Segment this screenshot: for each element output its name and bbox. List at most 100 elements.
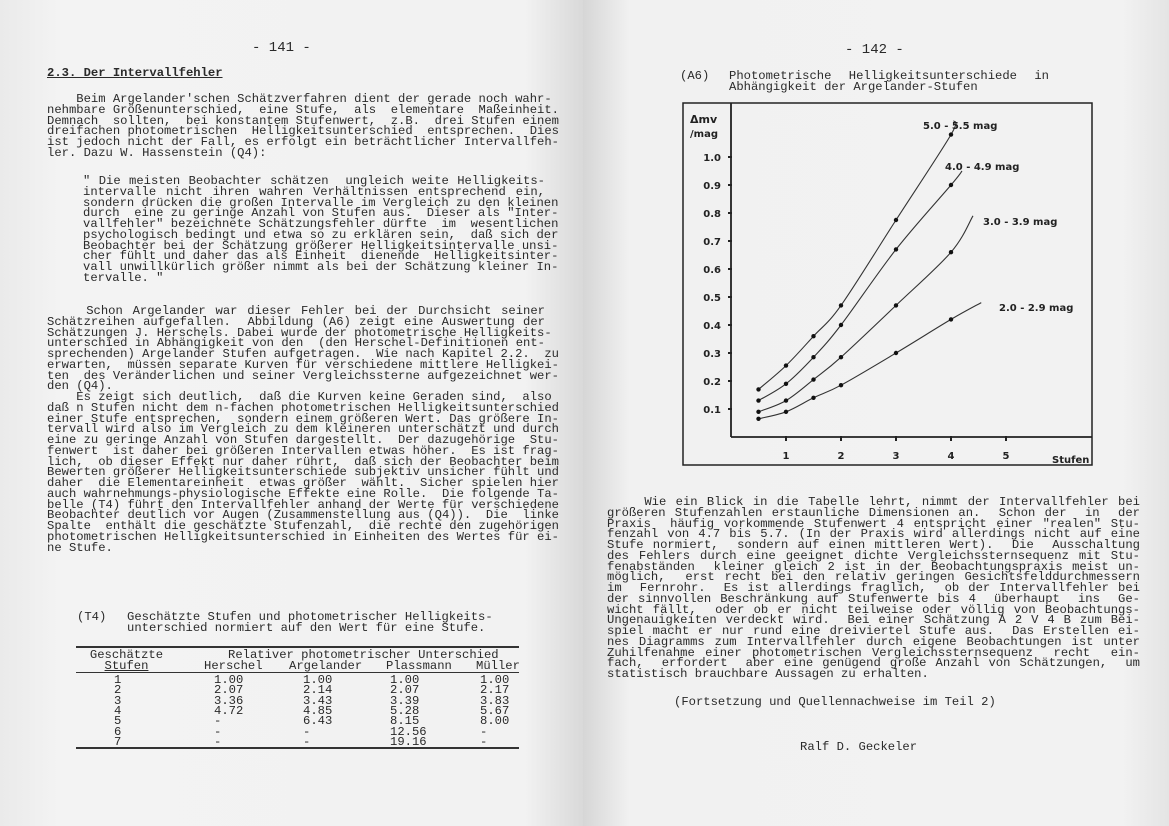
paragraph: Beim Argelander'schen Schätzverfahren di… bbox=[47, 92, 559, 160]
group-header: Relativer photometrischer Unterschied bbox=[228, 648, 499, 662]
table-cell: 1.00 bbox=[480, 673, 510, 687]
table-cell: 2.14 bbox=[303, 683, 333, 698]
left-page: - 141 - 2.3. Der Intervallfehler Beim Ar… bbox=[0, 0, 583, 826]
text-line: ler. Dazu W. Hassenstein (Q4): bbox=[47, 145, 267, 160]
data-point bbox=[811, 377, 816, 382]
text-line: Geschätzte Stufen und photometrischer He… bbox=[127, 610, 493, 624]
table-cell: - bbox=[303, 724, 311, 739]
series-label: 4.0 - 4.9 mag bbox=[945, 162, 1019, 173]
table-cell: 19.16 bbox=[390, 734, 427, 749]
text-line: auch wahrnehmungs-physiologische Effekte… bbox=[47, 486, 559, 501]
series-label: 5.0 - 5.5 mag bbox=[923, 121, 997, 132]
text-line: möglich, erst recht bei den relativ geri… bbox=[607, 570, 1140, 585]
data-point bbox=[783, 409, 789, 414]
text-line: daß n Stufen nicht dem n-fachen photomet… bbox=[47, 400, 559, 415]
text-line: tervalle. " bbox=[83, 270, 164, 285]
x-tick-label: 5 bbox=[1003, 451, 1010, 462]
table-cell: 6.43 bbox=[303, 714, 333, 729]
table-cell: 3.36 bbox=[214, 693, 244, 708]
table-cell: 12.56 bbox=[390, 724, 427, 739]
x-tick-label: 2 bbox=[838, 451, 845, 462]
data-point bbox=[811, 334, 816, 339]
text-line: den (Q4). bbox=[47, 379, 113, 394]
table-cell: 5.28 bbox=[390, 703, 420, 718]
text-line: ist jedoch nicht der Fall, es erfolgt ei… bbox=[47, 135, 559, 149]
data-point bbox=[948, 317, 954, 322]
text-line: Wie ein Blick in die Tabelle lehrt, nimm… bbox=[607, 495, 1140, 509]
x-tick-label: 3 bbox=[893, 451, 900, 462]
paragraph: Wie ein Blick in die Tabelle lehrt, nimm… bbox=[607, 495, 1140, 681]
table-cell: 1.00 bbox=[390, 673, 420, 687]
table-body: 1 1.00 1.00 1.00 1.00 2 2.07 2.14 2.07 2.17 3 3.36 3… bbox=[76, 673, 519, 749]
y-tick-label: 0.2 bbox=[703, 377, 721, 388]
table-caption: Geschätzte Stufen und photometrischer He… bbox=[127, 610, 493, 635]
text-line: fenwert ist daher bei größeren Intervall… bbox=[47, 443, 559, 458]
data-point bbox=[893, 350, 899, 356]
table-cell: 5.67 bbox=[480, 703, 510, 718]
text-line: nehmbare Größenunterschied, eine Stufe, … bbox=[47, 102, 559, 117]
text-line: dreifachen photometrischen Helligkeitsun… bbox=[47, 124, 559, 139]
table-cell: 8.15 bbox=[390, 714, 420, 729]
col-header: Argelander bbox=[289, 659, 363, 673]
text-line: belle (T4) führt den Intervallfehler anh… bbox=[47, 497, 559, 512]
text-line: Beim Argelander'schen Schätzverfahren di… bbox=[47, 92, 552, 106]
y-tick-label: 0.8 bbox=[703, 209, 721, 220]
y-axis-label: Δmv bbox=[690, 113, 718, 126]
y-axis-unit: /mag bbox=[690, 129, 718, 140]
table-cell: 2.07 bbox=[390, 683, 420, 698]
text-line: sondern drücken die großen Intervalle im… bbox=[83, 195, 559, 210]
cell-stufen: 6 bbox=[114, 724, 122, 739]
series-label: 3.0 - 3.9 mag bbox=[983, 217, 1057, 228]
text-line: des Fehlers durch eine geeignet dichte V… bbox=[607, 548, 1140, 563]
page-number: - 142 - bbox=[845, 42, 904, 58]
data-point bbox=[811, 355, 816, 360]
right-page: - 142 - (A6) Photometrische Helligkeitsu… bbox=[583, 0, 1169, 826]
text-line: tervall wird also im Vergleich zu dem kl… bbox=[47, 422, 559, 437]
data-point bbox=[893, 247, 899, 252]
y-tick-label: 0.1 bbox=[703, 405, 721, 416]
table-cell: - bbox=[214, 724, 222, 739]
y-tick-label: 1.0 bbox=[703, 153, 721, 164]
data-point bbox=[838, 355, 844, 360]
table-cell: 3.83 bbox=[480, 693, 510, 708]
cell-stufen: 7 bbox=[114, 734, 122, 749]
text-line: der sinnvollen Beschränkung auf Stufenwe… bbox=[607, 591, 1140, 606]
table-cell: 3.39 bbox=[390, 693, 420, 708]
table-cell: 1.00 bbox=[303, 673, 333, 687]
col-header-stufen: Geschätzte Stufen bbox=[84, 648, 169, 671]
text-line: im Fernrohr. Es ist allerdings fraglich,… bbox=[607, 581, 1140, 595]
text-line: Beobachter bei der Schätzung größerer He… bbox=[83, 238, 559, 253]
data-point bbox=[783, 381, 789, 386]
text-line: Schätzungen J. Herschels. Dabei wurde de… bbox=[47, 325, 552, 340]
text-line: Praxis häufig vorkommende Stufenwert 4 e… bbox=[607, 516, 1140, 531]
col-header: Plassmann bbox=[386, 659, 452, 673]
table-cell: 2.07 bbox=[214, 683, 244, 698]
table-cell: 8.00 bbox=[480, 714, 510, 729]
author: Ralf D. Geckeler bbox=[800, 740, 918, 754]
series-line bbox=[758, 170, 963, 402]
data-point bbox=[756, 416, 761, 421]
text-line: größeren Stufenzahlen erstaunliche Dimen… bbox=[607, 505, 1140, 520]
paragraph: Es zeigt sich deutlich, daß die Kurven k… bbox=[47, 391, 559, 555]
data-point bbox=[948, 250, 954, 255]
text-line: vallfehler" bezeichnete Schätzungsfehler… bbox=[83, 217, 559, 231]
figure-label: (A6) bbox=[680, 69, 710, 83]
text-line: Beobachter deutlich vor Augen (Zusammens… bbox=[47, 508, 559, 523]
table-label: (T4) bbox=[77, 610, 107, 624]
quote: " Die meisten Beobachter schätzen unglei… bbox=[83, 174, 559, 285]
text-line: unterschied normiert auf den Wert für ei… bbox=[127, 620, 486, 635]
table-cell: 1.00 bbox=[214, 673, 244, 687]
text-line: erwarten, müssen separate Kurven für ver… bbox=[47, 357, 559, 372]
text-line: daher die Elementareinheit etwas größer … bbox=[47, 476, 559, 490]
text-line: photometrischen Helligkeitsunterschied i… bbox=[47, 529, 559, 544]
y-tick-label: 0.9 bbox=[703, 181, 721, 192]
header-line: Geschätzte bbox=[89, 648, 164, 662]
table-cell: - bbox=[214, 714, 222, 729]
text-line: " Die meisten Beobachter schätzen unglei… bbox=[83, 174, 545, 188]
page-number: - 141 - bbox=[252, 40, 311, 56]
paragraph: Schon Argelander war dieser Fehler bei d… bbox=[47, 305, 559, 394]
text-line: statistisch brauchbare Aussagen zu erhal… bbox=[607, 667, 929, 681]
text-line: ne Stufe. bbox=[47, 540, 113, 555]
text-line: wicht fällt, oder ob er nicht teilweise … bbox=[607, 602, 1140, 617]
y-tick-label: 0.6 bbox=[703, 265, 721, 276]
